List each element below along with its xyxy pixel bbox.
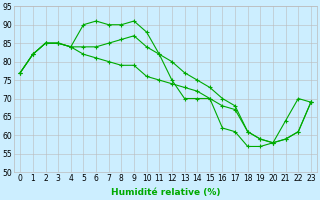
X-axis label: Humidité relative (%): Humidité relative (%): [111, 188, 220, 197]
